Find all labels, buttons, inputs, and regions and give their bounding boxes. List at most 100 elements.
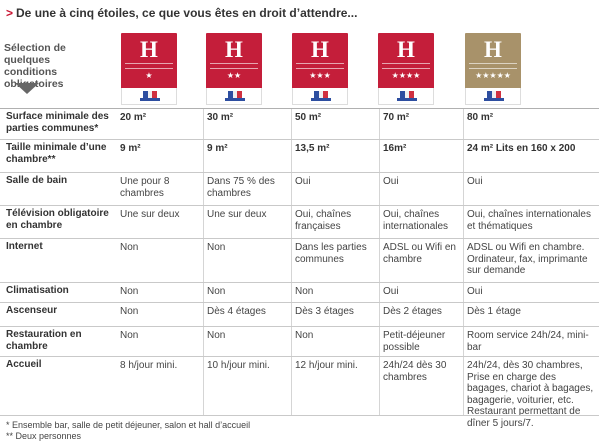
table-cell: 8 h/jour mini. (120, 360, 178, 371)
table-cell: 10 h/jour mini. (207, 360, 270, 371)
table-cell: Dès 3 étages (295, 306, 354, 317)
table-cell: Non (120, 330, 139, 341)
table-cell: 24h/24 dès 30 chambres (383, 360, 447, 383)
table-cell: 9 m² (120, 143, 141, 154)
stars-icon: ★★★★ (391, 71, 421, 80)
atout-france-icon (311, 91, 331, 101)
row-divider (0, 108, 599, 109)
row-divider (0, 326, 599, 327)
stars-icon: ★ (145, 71, 153, 80)
table-cell: ADSL ou Wifi en chambre. Ordinateur, fax… (467, 242, 588, 276)
row-label: Accueil (6, 359, 42, 370)
title-arrow-icon: > (6, 6, 14, 20)
row-label: Télévision obligatoire en chambre (6, 208, 109, 231)
table-cell: 16m² (383, 143, 407, 154)
row-label: Restauration en chambre (6, 329, 82, 352)
row-label: Internet (6, 241, 43, 252)
hotel-logo-4-star: H ★★★★ (378, 33, 434, 105)
table-cell: Dans les parties communes (295, 242, 367, 265)
logo-caption-lines (382, 63, 430, 69)
hotel-h-letter: H (311, 37, 329, 62)
table-cell: 20 m² (120, 112, 147, 123)
logo-caption-lines (210, 63, 258, 69)
table-cell: Non (295, 286, 314, 297)
hotel-logo-2-star: H ★★ (206, 33, 262, 105)
row-label: Surface minimale des parties communes* (6, 111, 109, 134)
atout-france-icon (397, 91, 417, 101)
column-divider (291, 108, 292, 415)
table-cell: Une sur deux (120, 209, 180, 220)
table-cell: Dès 2 étages (383, 306, 442, 317)
atout-france-icon (484, 91, 504, 101)
table-cell: ADSL ou Wifi en chambre (383, 242, 456, 265)
stars-icon: ★★ (226, 71, 242, 80)
logo-footer (206, 88, 262, 105)
table-cell: 13,5 m² (295, 143, 330, 154)
table-cell: Petit-déjeuner possible (383, 330, 446, 353)
row-label: Taille minimale d’une chambre** (6, 142, 107, 165)
table-bottom-border (0, 415, 599, 416)
atout-france-icon (140, 91, 160, 101)
atout-france-icon (225, 91, 245, 101)
table-cell: Non (207, 242, 226, 253)
row-divider (0, 356, 599, 357)
table-cell: Dès 1 étage (467, 306, 521, 317)
table-cell: 12 h/jour mini. (295, 360, 358, 371)
row-label: Ascenseur (6, 305, 58, 316)
table-cell: 24h/24, dès 30 chambres, Prise en charge… (467, 360, 594, 429)
logo-footer (378, 88, 434, 105)
page-title: > De une à cinq étoiles, ce que vous êtes… (6, 6, 357, 20)
row-label: Salle de bain (6, 175, 68, 186)
row-divider (0, 205, 599, 206)
table-cell: Non (120, 242, 139, 253)
table-cell: 80 m² (467, 112, 494, 123)
column-divider (203, 108, 204, 415)
row-divider (0, 282, 599, 283)
table-cell: 50 m² (295, 112, 322, 123)
table-cell: Oui (295, 176, 311, 187)
row-divider (0, 238, 599, 239)
table-cell: 9 m² (207, 143, 228, 154)
row-divider (0, 302, 599, 303)
row-divider (0, 139, 599, 140)
logo-caption-lines (296, 63, 344, 69)
title-text: De une à cinq étoiles, ce que vous êtes … (16, 6, 358, 20)
hotel-h-letter: H (140, 37, 158, 62)
table-cell: Non (207, 286, 226, 297)
logo-caption-lines (125, 63, 173, 69)
table-cell: Oui (383, 286, 399, 297)
table-cell: Non (120, 286, 139, 297)
hotel-h-letter: H (484, 37, 502, 62)
table-cell: Dans 75 % des chambres (207, 176, 275, 199)
hotel-logo-3-star: H ★★★ (292, 33, 348, 105)
footnote: ** Deux personnes (6, 431, 82, 441)
table-cell: Room service 24h/24, mini-bar (467, 330, 589, 353)
table-cell: Oui (467, 176, 483, 187)
column-divider (463, 108, 464, 415)
hotel-logo-1-star: H ★ (121, 33, 177, 105)
table-cell: Non (120, 306, 139, 317)
stars-icon: ★★★★★ (475, 71, 511, 80)
down-triangle-icon (15, 83, 39, 94)
table-cell: Non (295, 330, 314, 341)
hotel-h-letter: H (397, 37, 415, 62)
logo-footer (292, 88, 348, 105)
table-cell: 70 m² (383, 112, 410, 123)
logo-footer (121, 88, 177, 105)
table-cell: Oui, chaînes internationales (383, 209, 449, 232)
table-cell: Non (207, 330, 226, 341)
hotel-logo-5-star: H ★★★★★ (465, 33, 521, 105)
logo-footer (465, 88, 521, 105)
table-cell: Oui (467, 286, 483, 297)
row-divider (0, 172, 599, 173)
footnote: * Ensemble bar, salle de petit déjeuner,… (6, 420, 251, 430)
stars-icon: ★★★ (309, 71, 331, 80)
table-cell: Oui, chaînes internationales et thématiq… (467, 209, 591, 232)
table-cell: Oui (383, 176, 399, 187)
table-cell: 24 m² Lits en 160 x 200 (467, 143, 576, 154)
row-label: Climatisation (6, 285, 69, 296)
table-cell: 30 m² (207, 112, 234, 123)
column-divider (379, 108, 380, 415)
table-cell: Oui, chaînes françaises (295, 209, 352, 232)
table-cell: Dès 4 étages (207, 306, 266, 317)
